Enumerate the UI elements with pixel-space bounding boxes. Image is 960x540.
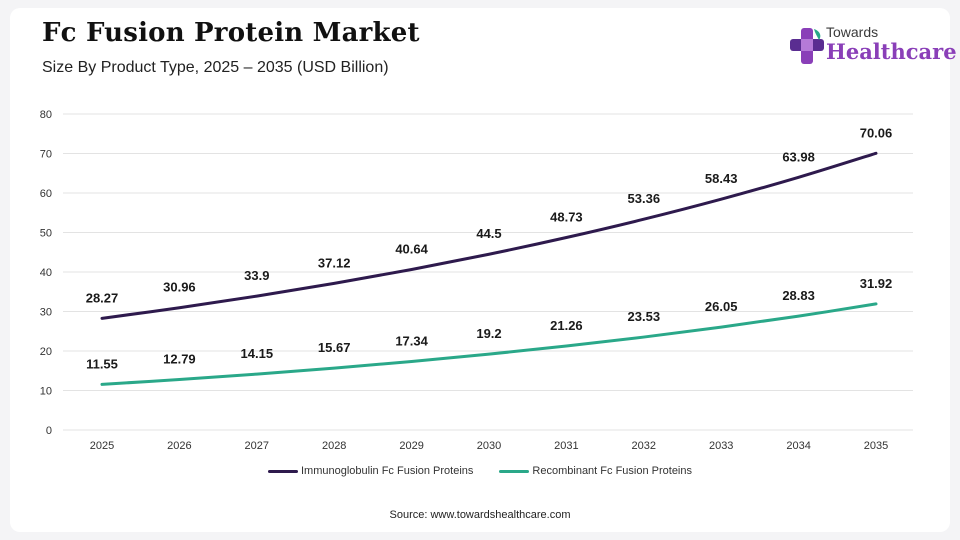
data-label-immunoglobulin-2031: 48.73 <box>550 210 583 225</box>
data-label-recombinant-2033: 26.05 <box>705 299 738 314</box>
data-label-immunoglobulin-2028: 37.12 <box>318 255 351 270</box>
data-label-recombinant-2035: 31.92 <box>860 276 893 291</box>
legend-label-recombinant: Recombinant Fc Fusion Proteins <box>532 465 692 477</box>
x-tick-label-2034: 2034 <box>786 440 810 452</box>
x-tick-label-2027: 2027 <box>245 440 269 452</box>
y-tick-label-0: 0 <box>46 425 52 437</box>
y-tick-label-70: 70 <box>40 149 52 161</box>
x-tick-label-2032: 2032 <box>632 440 656 452</box>
data-label-immunoglobulin-2030: 44.5 <box>476 226 501 241</box>
data-label-recombinant-2032: 23.53 <box>628 309 661 324</box>
series-line-recombinant <box>100 302 878 386</box>
data-label-recombinant-2030: 19.2 <box>476 326 501 341</box>
y-tick-label-50: 50 <box>40 228 52 240</box>
legend-swatch-recombinant <box>499 469 530 473</box>
data-label-recombinant-2028: 15.67 <box>318 340 351 355</box>
x-tick-label-2035: 2035 <box>864 440 888 452</box>
series-line-immunoglobulin <box>100 151 878 320</box>
x-tick-label-2030: 2030 <box>477 440 501 452</box>
y-tick-label-20: 20 <box>40 346 52 358</box>
logo-text-healthcare: Healthcare <box>826 39 957 64</box>
x-tick-label-2029: 2029 <box>399 440 423 452</box>
data-label-recombinant-2031: 21.26 <box>550 318 583 333</box>
chart-legend: Immunoglobulin Fc Fusion Proteins Recomb… <box>0 462 960 480</box>
data-label-immunoglobulin-2026: 30.96 <box>163 280 196 295</box>
data-label-immunoglobulin-2033: 58.43 <box>705 171 738 186</box>
medical-cross-icon <box>790 28 824 64</box>
data-label-recombinant-2026: 12.79 <box>163 351 196 366</box>
y-tick-label-60: 60 <box>40 188 52 200</box>
x-tick-label-2026: 2026 <box>167 440 191 452</box>
legend-label-immunoglobulin: Immunoglobulin Fc Fusion Proteins <box>301 465 474 477</box>
legend-item-recombinant[interactable]: Recombinant Fc Fusion Proteins <box>499 462 692 480</box>
y-tick-label-30: 30 <box>40 307 52 319</box>
chart-subtitle: Size By Product Type, 2025 – 2035 (USD B… <box>42 59 389 76</box>
y-tick-label-80: 80 <box>40 109 52 121</box>
data-label-immunoglobulin-2034: 63.98 <box>782 149 815 164</box>
y-tick-label-10: 10 <box>40 386 52 398</box>
legend-swatch-immunoglobulin <box>268 469 298 473</box>
data-label-immunoglobulin-2035: 70.06 <box>860 125 893 140</box>
data-label-immunoglobulin-2029: 40.64 <box>395 241 428 256</box>
data-label-immunoglobulin-2027: 33.9 <box>244 268 269 283</box>
data-label-recombinant-2034: 28.83 <box>782 288 815 303</box>
x-tick-label-2025: 2025 <box>90 440 114 452</box>
data-label-recombinant-2029: 17.34 <box>395 334 428 349</box>
data-label-immunoglobulin-2032: 53.36 <box>628 191 661 206</box>
y-tick-label-40: 40 <box>40 267 52 279</box>
x-tick-label-2031: 2031 <box>554 440 578 452</box>
chart-card <box>10 8 950 532</box>
chart-title: Fc Fusion Protein Market <box>42 18 420 48</box>
data-label-recombinant-2025: 11.55 <box>86 356 118 371</box>
legend-item-immunoglobulin[interactable]: Immunoglobulin Fc Fusion Proteins <box>268 462 473 480</box>
source-note: Source: www.towardshealthcare.com <box>389 509 571 521</box>
x-tick-label-2033: 2033 <box>709 440 733 452</box>
towards-healthcare-logo: Towards Healthcare <box>790 24 957 68</box>
data-label-recombinant-2027: 14.15 <box>241 346 274 361</box>
logo-text-towards: Towards <box>826 24 879 40</box>
x-tick-label-2028: 2028 <box>322 440 346 452</box>
data-label-immunoglobulin-2025: 28.27 <box>86 290 119 305</box>
